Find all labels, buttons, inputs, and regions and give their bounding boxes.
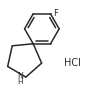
Text: HCl: HCl	[64, 58, 81, 68]
Text: F: F	[53, 9, 58, 18]
Text: H: H	[18, 79, 23, 85]
Text: N: N	[17, 72, 23, 81]
